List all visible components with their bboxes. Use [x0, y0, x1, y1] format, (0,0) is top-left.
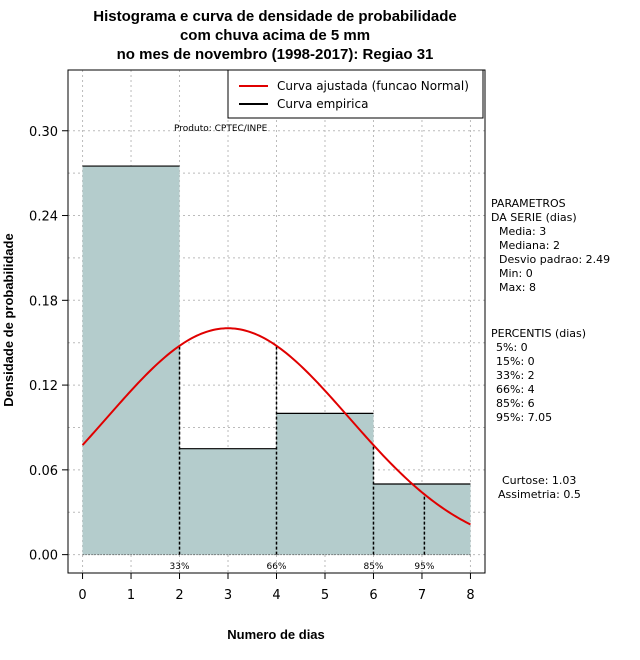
stat-mediana: Mediana: 2	[499, 239, 560, 252]
legend: Curva ajustada (funcao Normal) Curva emp…	[227, 69, 484, 119]
percentis-title: PERCENTIS (dias)	[491, 327, 586, 340]
histogram-bar-1	[179, 448, 277, 555]
percentile-label-1: 66%	[266, 562, 286, 572]
x-tick-label-1: 1	[127, 588, 135, 603]
percentil-15: 15%: 0	[496, 355, 535, 368]
percentile-label-0: 33%	[170, 562, 190, 572]
chart-title-line-3: no mes de novembro (1998-2017): Regiao 3…	[117, 46, 434, 63]
parametros-title-2: DA SERIE (dias)	[491, 211, 577, 224]
x-tick-label-2: 2	[175, 588, 183, 603]
percentile-label-3: 95%	[414, 562, 434, 572]
y-tick-label-0: 0.00	[29, 549, 58, 564]
parametros-title-1: PARAMETROS	[491, 197, 566, 210]
percentil-85: 85%: 6	[496, 397, 535, 410]
histogram-bar-2	[276, 413, 374, 555]
x-tick-label-7: 7	[418, 588, 426, 603]
stat-desvio: Desvio padrao: 2.49	[499, 253, 610, 266]
legend-label-empirical: Curva empirica	[277, 97, 368, 111]
percentil-33: 33%: 2	[496, 369, 535, 382]
x-tick-label-8: 8	[466, 588, 474, 603]
y-tick-label-4: 0.24	[29, 210, 58, 225]
x-tick-label-5: 5	[321, 588, 329, 603]
normal-curve	[81, 327, 471, 526]
x-tick-label-3: 3	[224, 588, 232, 603]
x-tick-label-6: 6	[369, 588, 377, 603]
y-axis-title: Densidade de probabilidade	[1, 233, 16, 406]
y-tick-label-3: 0.18	[29, 294, 58, 309]
statistics-panel: PARAMETROS DA SERIE (dias) Media: 3 Medi…	[491, 197, 610, 501]
stat-media: Media: 3	[499, 225, 546, 238]
x-axis: 0 1 2 3 4 5 6 7 8	[78, 572, 475, 603]
percentile-label-2: 85%	[363, 562, 383, 572]
chart-title-line-2: com chuva acima de 5 mm	[180, 27, 370, 44]
x-tick-label-4: 4	[272, 588, 280, 603]
legend-box	[227, 69, 484, 119]
y-tick-label-2: 0.12	[29, 379, 58, 394]
x-axis-title: Numero de dias	[227, 627, 325, 642]
x-tick-label-0: 0	[78, 588, 86, 603]
histogram-bars	[82, 165, 471, 556]
percentil-95: 95%: 7.05	[496, 411, 552, 424]
histogram-bar-3	[373, 483, 471, 555]
histogram-bar-0	[82, 166, 180, 555]
legend-label-normal: Curva ajustada (funcao Normal)	[277, 79, 469, 93]
percentil-5: 5%: 0	[496, 341, 528, 354]
stat-curtose: Curtose: 1.03	[502, 474, 576, 487]
stat-max: Max: 8	[499, 281, 536, 294]
chart-title-line-1: Histograma e curva de densidade de proba…	[93, 8, 456, 25]
y-tick-label-5: 0.30	[29, 125, 58, 140]
percentil-66: 66%: 4	[496, 383, 535, 396]
stat-assimetria: Assimetria: 0.5	[498, 488, 581, 501]
y-axis: 0.00 0.06 0.12 0.18 0.24 0.30	[29, 125, 68, 564]
stat-min: Min: 0	[499, 267, 533, 280]
product-annotation: Produto: CPTEC/INPE	[174, 124, 268, 134]
percentile-lines: 33% 66% 85% 95%	[170, 345, 435, 572]
y-tick-label-1: 0.06	[29, 464, 58, 479]
